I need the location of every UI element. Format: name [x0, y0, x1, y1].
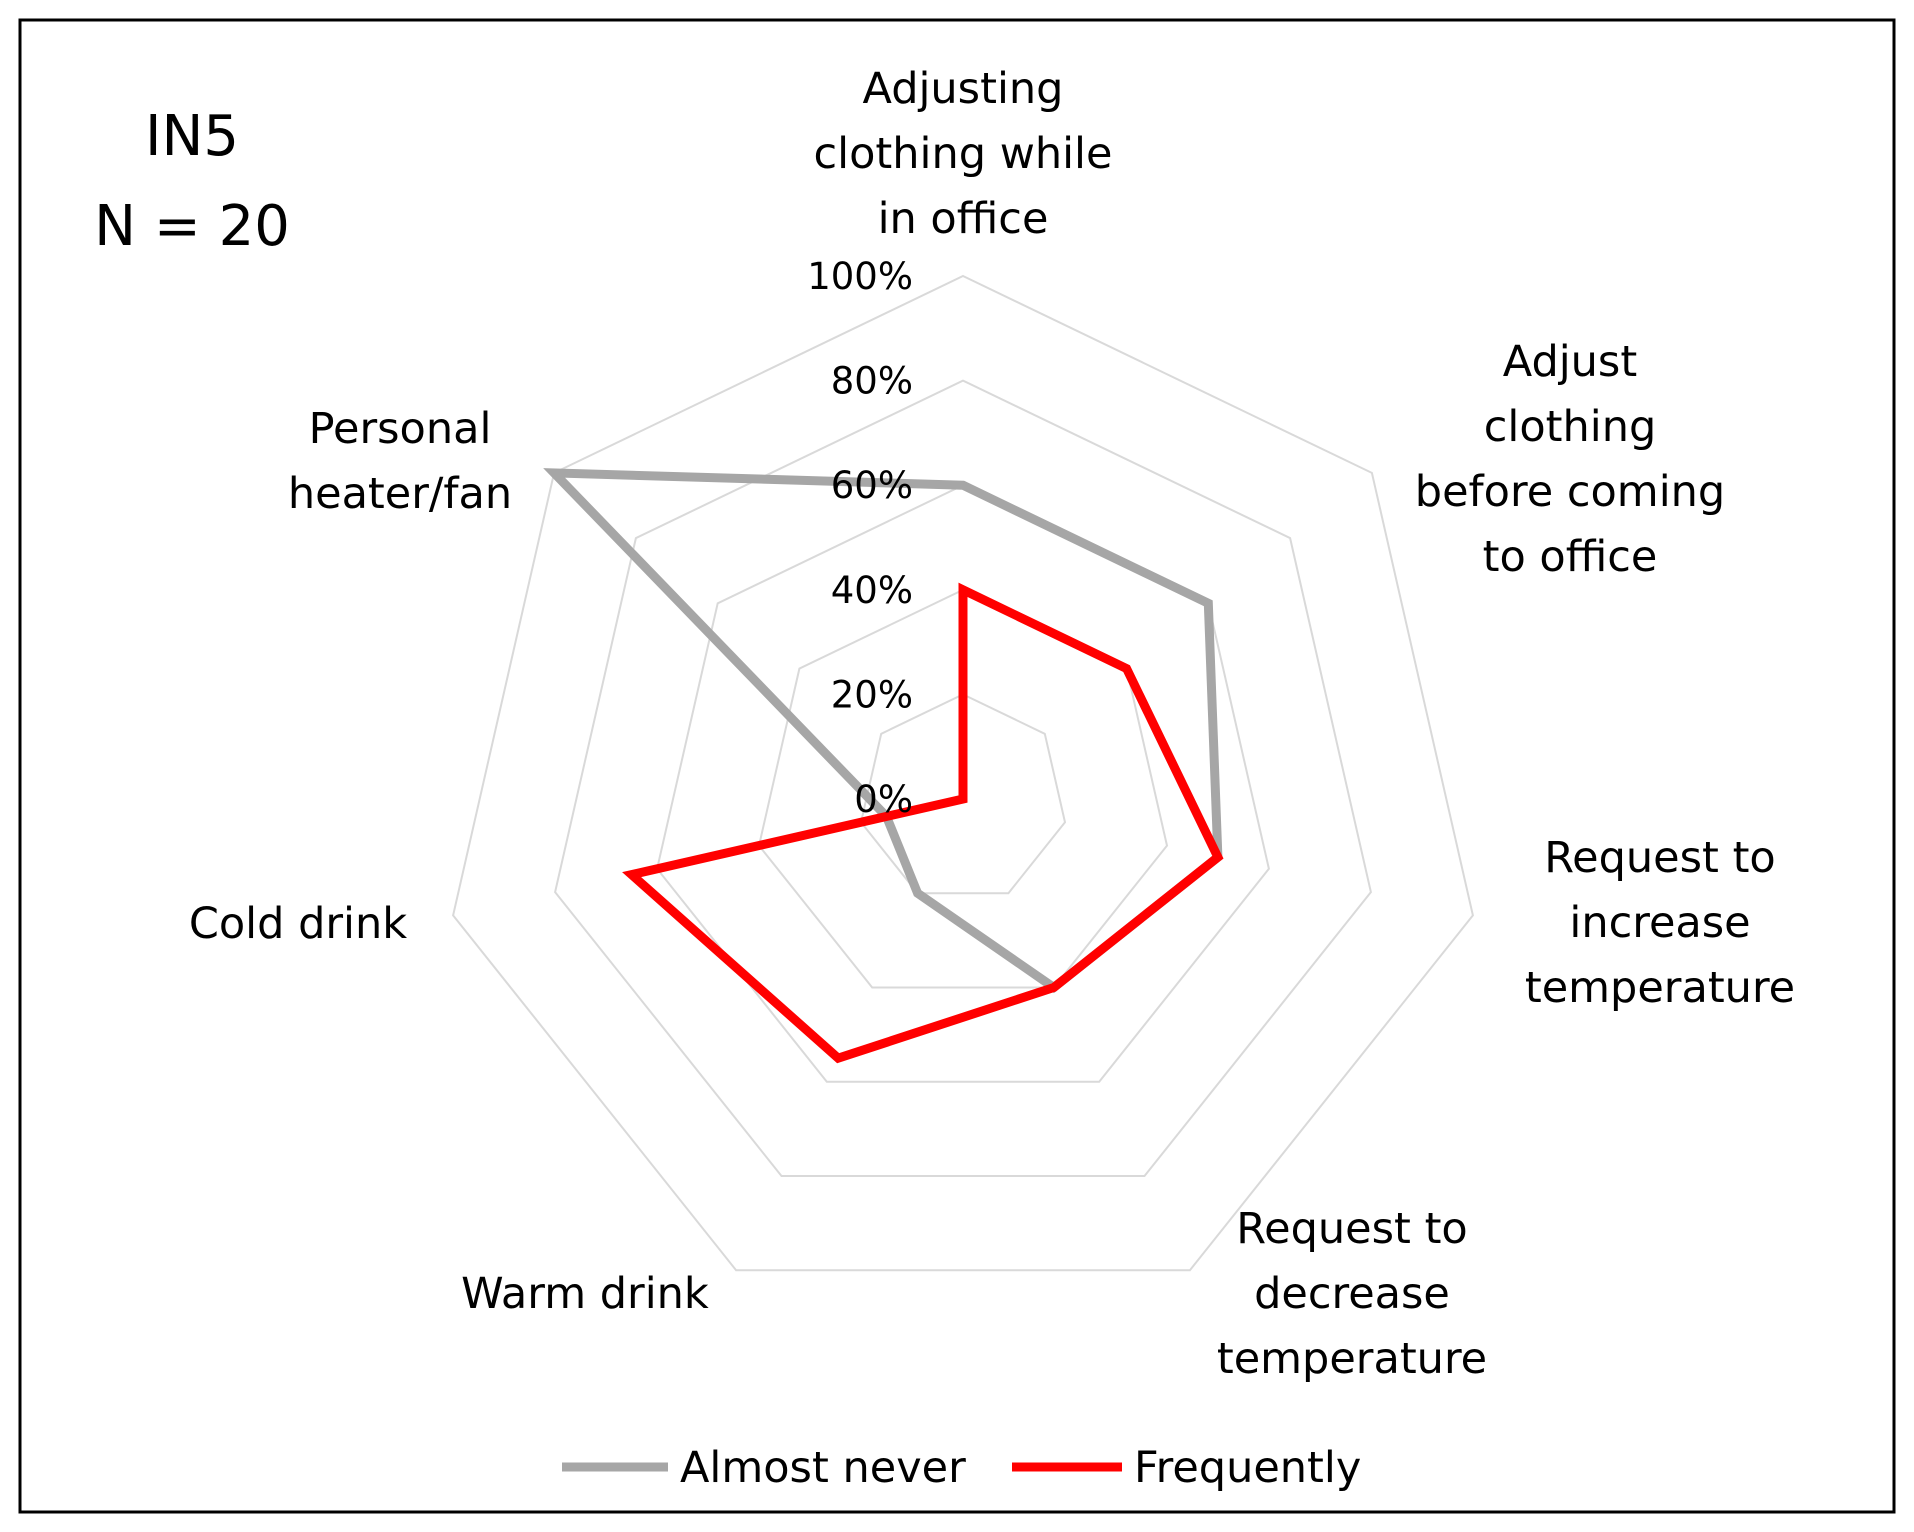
grid-ring: [656, 484, 1270, 1083]
chart-annotation-site: IN5: [145, 104, 239, 169]
tick-label: 80%: [831, 360, 913, 403]
grid-ring: [859, 693, 1067, 895]
chart-legend: Almost never Frequently: [562, 1443, 1361, 1493]
radar-series: [543, 468, 1224, 1064]
category-label: Request to decrease temperature: [1217, 1204, 1487, 1384]
tick-label: 0%: [854, 778, 913, 821]
tick-label: 20%: [831, 673, 913, 716]
chart-annotation-sample-size: N = 20: [94, 194, 290, 259]
chart-annotations: IN5 N = 20: [94, 104, 290, 259]
category-label: Warm drink: [461, 1269, 709, 1319]
series-line-frequently: [622, 582, 1224, 1064]
tick-label: 60%: [831, 464, 913, 507]
series-line-almost-never: [543, 468, 1223, 994]
grid-ring: [452, 274, 1474, 1272]
legend-label-frequently: Frequently: [1134, 1443, 1361, 1493]
grid-ring: [757, 588, 1169, 989]
tick-label: 40%: [831, 569, 913, 612]
category-label: Request to increase temperature: [1525, 833, 1795, 1013]
radial-tick-labels: 0% 20% 40% 60% 80% 100%: [807, 255, 913, 821]
category-label: Cold drink: [189, 899, 407, 949]
legend-label-almost-never: Almost never: [680, 1443, 966, 1493]
tick-label: 100%: [807, 255, 913, 298]
category-labels: Adjusting clothing while in office Adjust cl…: [189, 64, 1795, 1384]
category-label: Adjusting clothing while in office: [814, 64, 1113, 244]
chart-frame: [18, 18, 1896, 1514]
grid-ring: [554, 379, 1372, 1177]
category-label: Adjust clothing before coming to office: [1415, 337, 1725, 582]
radar-grid: [452, 274, 1474, 1272]
category-label: Personal heater/fan: [288, 404, 512, 519]
